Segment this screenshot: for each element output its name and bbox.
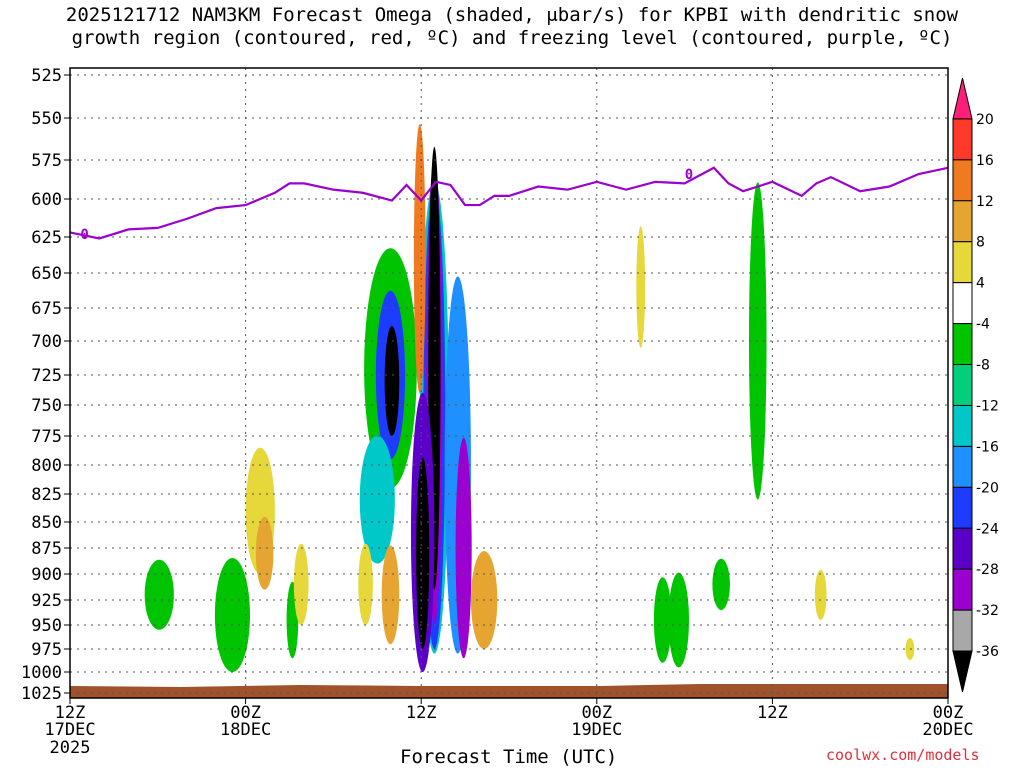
colorbar-label: -16 (976, 439, 999, 455)
y-tick-label: 725 (31, 366, 62, 386)
y-tick-label: 825 (31, 485, 62, 505)
omega-cell (636, 226, 646, 348)
colorbar-cap-top (952, 77, 973, 120)
freezing-level-labels: 00 (80, 167, 693, 243)
colorbar-label: 20 (976, 112, 994, 128)
colorbar-swatch (952, 159, 973, 202)
x-tick-label: 00Z (933, 703, 964, 723)
omega-cell (668, 572, 689, 668)
omega-cell (413, 124, 426, 393)
plot-border (69, 67, 949, 699)
omega-cell (905, 637, 915, 661)
y-tick-label: 575 (31, 151, 62, 171)
x-axis-label: Forecast Time (UTC) (400, 746, 618, 768)
colorbar-label: -8 (976, 358, 990, 374)
x-tick-year: 2025 (50, 738, 91, 758)
colorbar-label: 8 (976, 235, 985, 251)
y-tick-label: 800 (31, 456, 62, 476)
colorbar-label: -4 (976, 317, 990, 333)
colorbar-swatch (952, 200, 973, 243)
y-tick-label: 750 (31, 396, 62, 416)
x-tick-date: 18DEC (220, 720, 271, 740)
colorbar-swatch (952, 118, 973, 161)
y-tick-label: 650 (31, 264, 62, 284)
y-tick-label: 550 (31, 109, 62, 129)
y-tick-label: 625 (31, 228, 62, 248)
x-tick-date: 19DEC (571, 720, 622, 740)
x-tick-date: 20DEC (922, 720, 973, 740)
omega-cell (814, 569, 827, 620)
y-tick-label: 1000 (21, 663, 62, 683)
y-tick-label: 700 (31, 332, 62, 352)
colorbar-swatch (952, 445, 973, 488)
title-line-1: 2025121712 NAM3KM Forecast Omega (shaded… (65, 4, 959, 26)
x-tick-label: 12Z (55, 703, 86, 723)
colorbar-label: 4 (976, 276, 985, 292)
omega-shading (144, 124, 915, 672)
x-tick-label: 12Z (406, 703, 437, 723)
colorbar-swatch (952, 527, 973, 570)
colorbar-swatch (952, 609, 973, 652)
omega-cell (653, 577, 672, 663)
credit-link[interactable]: coolwx.com/models (826, 746, 980, 764)
y-tick-label: 950 (31, 616, 62, 636)
colorbar-swatch (952, 568, 973, 611)
y-tick-label: 900 (31, 565, 62, 585)
colorbar-label: -12 (976, 398, 999, 414)
colorbar-swatch (952, 241, 973, 284)
colorbar-swatch (952, 486, 973, 529)
colorbar-swatch (952, 404, 973, 447)
y-tick-label: 875 (31, 539, 62, 559)
omega-cell (255, 516, 274, 590)
omega-cell (358, 543, 373, 626)
omega-cell (144, 559, 174, 630)
terrain-ground (70, 684, 948, 698)
y-tick-label: 675 (31, 299, 62, 319)
omega-cell (214, 558, 250, 672)
colorbar: 20 16 12 8 4 -4 -8 -12 -16 -20 -24 -28 -32 -36 (952, 77, 999, 693)
colorbar-cap-bottom (952, 650, 973, 693)
y-tick-label: 775 (31, 427, 62, 447)
y-axis: 525 550 575 600 625 650 675 700 725 750 775 800 825 8… (21, 66, 70, 704)
chart-title: 2025121712 NAM3KM Forecast Omega (shaded… (0, 4, 1024, 50)
omega-cell (359, 435, 395, 564)
title-line-2: growth region (contoured, red, ºC) and f… (71, 27, 953, 49)
freezing-level-label: 0 (80, 227, 88, 243)
y-tick-label: 975 (31, 640, 62, 660)
y-tick-label: 925 (31, 591, 62, 611)
y-tick-label: 600 (31, 190, 62, 210)
omega-cell (293, 543, 309, 626)
x-tick-label: 00Z (581, 703, 612, 723)
colorbar-label: 16 (976, 153, 994, 169)
colorbar-label: -28 (976, 562, 999, 578)
freezing-level-label: 0 (685, 167, 693, 183)
colorbar-label: -24 (976, 521, 999, 537)
x-tick-label: 00Z (230, 703, 261, 723)
colorbar-label: -32 (976, 603, 999, 619)
x-tick-date: 17DEC (44, 720, 95, 740)
colorbar-swatch (952, 282, 973, 325)
colorbar-label: -20 (976, 480, 999, 496)
colorbar-swatch (952, 323, 973, 366)
omega-cell (384, 326, 400, 436)
freezing-level-line (69, 166, 949, 240)
y-tick-label: 525 (31, 66, 62, 86)
colorbar-label: -36 (976, 644, 999, 660)
y-tick-label: 850 (31, 513, 62, 533)
omega-cell (381, 545, 400, 645)
y-tick-label: 1025 (21, 684, 62, 704)
omega-cell (712, 558, 730, 611)
colorbar-swatch (952, 364, 973, 406)
omega-cell (416, 457, 430, 649)
x-tick-label: 12Z (757, 703, 788, 723)
colorbar-label: 12 (976, 194, 994, 210)
